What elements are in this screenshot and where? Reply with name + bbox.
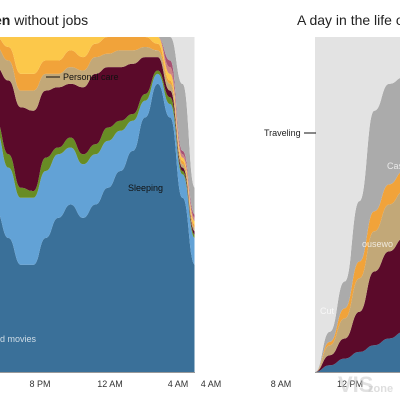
area-series-yellow (0, 37, 195, 225)
x-axis: 8 PM 12 AM 4 AM 4 AM 8 AM 12 PM (29, 379, 363, 389)
x-tick-12pm: 12 PM (337, 379, 363, 389)
watermark-logo: VIS zone (338, 372, 393, 397)
left-title-rest: without jobs (10, 12, 89, 28)
area-series-background-band (0, 37, 195, 188)
area-series-tv-movies (0, 83, 195, 372)
x-tick-8pm: 8 PM (29, 379, 50, 389)
area-series-tan (315, 192, 400, 372)
annotation-layer: Personal care Sleeping d movies Travelin… (0, 72, 400, 344)
cut-label: Cut (320, 306, 335, 316)
cas-label: Cas (387, 161, 400, 171)
area-series-grey (315, 78, 400, 372)
personal-care-label: Personal care (63, 72, 119, 82)
right-chart-title: A day in the life of : (297, 12, 400, 28)
x-tick-8am: 8 AM (271, 379, 292, 389)
watermark-vis: VIS (338, 372, 373, 397)
area-series-sleep-light (0, 73, 195, 265)
left-chart-title: en without jobs (0, 11, 88, 29)
movies-label: d movies (0, 334, 37, 344)
x-tick-4am: 4 AM (168, 379, 189, 389)
area-series-orange (315, 172, 400, 372)
left-title-bold: en (0, 12, 11, 28)
traveling-label: Traveling (264, 128, 301, 138)
area-series-maroon (0, 57, 195, 235)
right-streamgraph (315, 37, 400, 373)
area-series-background-band (315, 37, 400, 372)
area-series-tv-movies (315, 332, 400, 372)
left-streamgraph (0, 37, 196, 373)
area-series-maroon (315, 239, 400, 372)
sleeping-label: Sleeping (128, 183, 163, 193)
watermark-zone: zone (368, 383, 393, 395)
housework-label: ousewo (362, 239, 393, 249)
area-series-grey (0, 37, 195, 215)
x-tick-12am: 12 AM (97, 379, 123, 389)
x-tick-4am-second: 4 AM (201, 379, 222, 389)
